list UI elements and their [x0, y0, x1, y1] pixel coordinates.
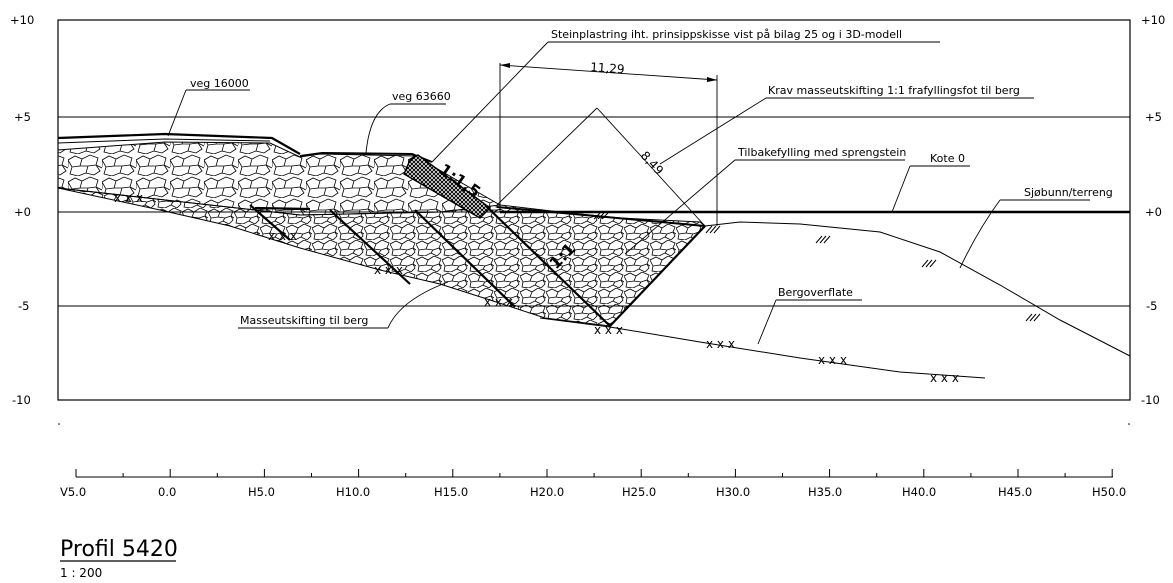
label-tilbakefylling: Tilbakefylling med sprengstein: [737, 146, 906, 159]
elevation-axis-right: +10 +5 +0 -5 -10: [1141, 13, 1165, 407]
elev-left-10: +10: [10, 13, 34, 27]
elev-right-5: +5: [1145, 110, 1162, 124]
svg-text:x x x: x x x: [594, 323, 623, 337]
elevation-axis-left: +10 +5 +0 -5 -10: [10, 13, 34, 407]
profile-title-block: Profil 5420 1 : 200: [60, 537, 178, 580]
elev-left-m5: -5: [18, 299, 29, 313]
station-h35: H35.0: [808, 485, 842, 499]
elev-left-5: +5: [14, 110, 31, 124]
station-h40: H40.0: [902, 485, 936, 499]
station-h20: H20.0: [530, 485, 564, 499]
svg-text:x x x: x x x: [930, 371, 959, 385]
station-h5: H5.0: [248, 485, 275, 499]
station-h15: H15.0: [434, 485, 468, 499]
dimension-width: 11,29: [499, 60, 718, 226]
dimension-width-label: 11,29: [590, 60, 625, 76]
label-bergoverflate: Bergoverflate: [778, 286, 853, 299]
label-masseutskifting: Masseutskifting til berg: [240, 314, 368, 327]
svg-text:x x x: x x x: [114, 191, 143, 205]
profile-scale: 1 : 200: [60, 566, 102, 580]
station-0: 0.0: [158, 485, 176, 499]
stone-pitching: [403, 154, 492, 219]
road-surface-16000: [57, 132, 301, 155]
seabed-terrain: [704, 221, 1131, 357]
leader-bergoverflate: Bergoverflate: [757, 286, 862, 345]
leader-sjobunn: Sjøbunn/terreng: [959, 186, 1113, 269]
elev-left-0: +0: [14, 205, 31, 219]
station-h30: H30.0: [716, 485, 750, 499]
leader-steinplastring: Steinplastring iht. prinsippskisse vist …: [431, 28, 940, 163]
station-h50: H50.0: [1092, 485, 1126, 499]
terrain-hatch-marks: [593, 212, 1041, 322]
leader-masseutskifting: Masseutskifting til berg: [238, 281, 449, 329]
svg-text:x x x: x x x: [706, 337, 735, 351]
label-steinplastring: Steinplastring iht. prinsippskisse vist …: [551, 28, 902, 41]
station-h25: H25.0: [622, 485, 656, 499]
leader-kote-0: Kote 0: [891, 152, 970, 213]
elev-right-m5: -5: [1146, 299, 1157, 313]
station-axis: V5.0 0.0 H5.0 H10.0 H15.0 H20.0 H25.0 H3…: [60, 469, 1126, 499]
label-krav: Krav masseutskifting 1:1 frafyllingsfot …: [768, 84, 1020, 97]
rock-marks: x x x x x x x x x x x x x x x x x x x x …: [114, 191, 959, 385]
elev-right-10: +10: [1141, 13, 1165, 27]
station-h10: H10.0: [336, 485, 370, 499]
leader-krav: Krav masseutskifting 1:1 frafyllingsfot …: [659, 84, 1034, 165]
label-veg-16000: veg 16000: [190, 77, 249, 90]
station-h45: H45.0: [998, 485, 1032, 499]
elev-right-m10: -10: [1141, 393, 1160, 407]
elev-right-0: +0: [1145, 205, 1162, 219]
leader-tilbakefylling: Tilbakefylling med sprengstein: [624, 146, 906, 255]
leader-veg-63660: veg 63660: [365, 90, 451, 154]
svg-text:x x x: x x x: [484, 295, 513, 309]
station-v5: V5.0: [60, 485, 86, 499]
profile-title: Profil 5420: [60, 537, 178, 562]
bedrock-surface: [539, 317, 986, 379]
svg-text:x x x: x x x: [268, 229, 297, 243]
label-veg-63660: veg 63660: [392, 90, 451, 103]
svg-text:x x x: x x x: [374, 263, 403, 277]
label-sjobunn: Sjøbunn/terreng: [1024, 186, 1113, 199]
label-kote-0: Kote 0: [930, 152, 965, 165]
elev-left-m10: -10: [12, 393, 31, 407]
svg-text:x x x: x x x: [818, 353, 847, 367]
leader-veg-16000: veg 16000: [167, 77, 250, 137]
